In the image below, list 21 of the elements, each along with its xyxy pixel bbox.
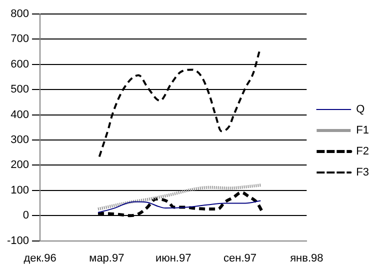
y-tick-label: 800 xyxy=(10,8,30,20)
line-series xyxy=(96,184,262,211)
legend-label: Q xyxy=(356,104,366,116)
y-tick-label: 100 xyxy=(10,184,30,196)
x-tick-label: сен.97 xyxy=(224,252,256,264)
line-series xyxy=(98,200,262,214)
y-tick-label: 500 xyxy=(10,84,30,96)
y-tick-label: 600 xyxy=(10,58,30,70)
y-tick-label: 200 xyxy=(10,159,30,172)
x-tick-label: янв.98 xyxy=(290,252,324,264)
x-tick-label: дек.96 xyxy=(24,252,56,264)
y-tick-label: 700 xyxy=(10,33,30,46)
x-tick-label: мар.97 xyxy=(89,252,124,264)
y-tick-label: 300 xyxy=(10,134,30,146)
legend-label: F2 xyxy=(356,146,370,158)
x-tick-label: июн.97 xyxy=(155,252,192,264)
legend-label: F3 xyxy=(356,166,370,179)
y-tick-label: -100 xyxy=(6,234,30,247)
y-tick-label: 400 xyxy=(10,108,30,121)
legend-label: F1 xyxy=(356,124,370,137)
y-tick-label: 0 xyxy=(22,210,30,222)
